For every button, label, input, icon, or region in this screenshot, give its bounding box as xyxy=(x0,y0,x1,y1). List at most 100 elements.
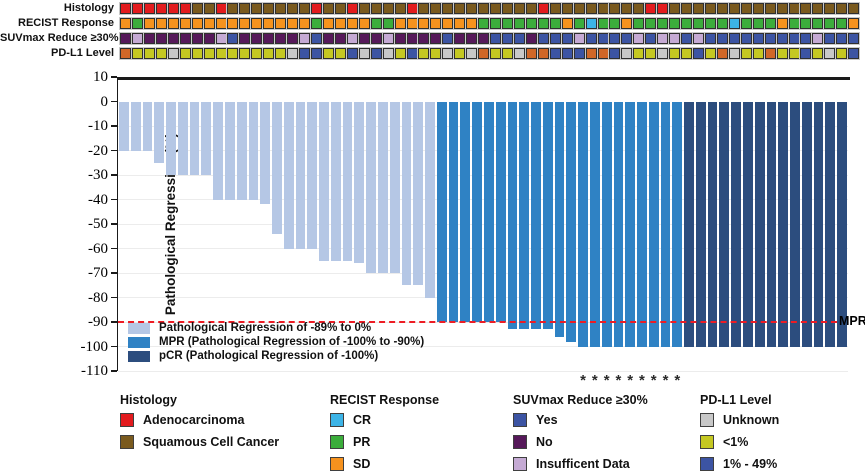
track-cell xyxy=(155,2,167,14)
track-cell xyxy=(370,47,382,59)
y-tick-label: -50 xyxy=(88,216,108,232)
track-cell xyxy=(657,47,669,59)
plot-legend-label: Pathological Regression of -89% to 0% xyxy=(159,322,372,334)
waterfall-bar xyxy=(166,101,176,175)
track-cell xyxy=(334,2,346,14)
legend-item: Yes xyxy=(513,413,648,427)
track-cell xyxy=(358,32,370,44)
track-cell xyxy=(788,32,800,44)
track-cell xyxy=(848,17,860,29)
track-cell xyxy=(466,2,478,14)
legend-title: RECIST Response xyxy=(330,393,440,407)
track-cells-histology xyxy=(120,2,860,14)
track-cell xyxy=(657,32,669,44)
significance-asterisk: * xyxy=(639,371,645,389)
track-cell xyxy=(645,2,657,14)
track-cell xyxy=(263,2,275,14)
waterfall-bar xyxy=(189,101,200,175)
track-cell xyxy=(239,47,251,59)
track-cell xyxy=(573,17,585,29)
track-cell xyxy=(502,2,513,14)
y-tick xyxy=(111,76,117,78)
track-cell xyxy=(406,47,418,59)
track-cell xyxy=(334,17,346,29)
track-cell xyxy=(585,2,597,14)
track-cell xyxy=(824,17,836,29)
track-cell xyxy=(788,17,800,29)
track-cell xyxy=(275,17,287,29)
gridline xyxy=(118,150,848,151)
track-cell xyxy=(764,32,776,44)
waterfall-bar xyxy=(719,101,730,347)
legend-swatch xyxy=(330,457,344,471)
significance-asterisk: * xyxy=(615,371,622,389)
track-cell xyxy=(478,47,490,59)
track-cell xyxy=(681,17,693,29)
mpr-threshold-label: MPR xyxy=(839,314,865,328)
track-cell xyxy=(299,17,311,29)
track-cell xyxy=(788,2,800,14)
gridline xyxy=(118,223,848,225)
track-cell xyxy=(848,2,860,14)
plot-legend-swatch xyxy=(128,322,150,334)
track-cell xyxy=(573,2,585,14)
significance-asterisk: * xyxy=(674,371,681,389)
track-cell xyxy=(358,2,370,14)
track-cell xyxy=(179,32,191,44)
track-cell xyxy=(597,17,609,29)
track-cell xyxy=(693,2,704,14)
legend-item: SD xyxy=(330,457,439,471)
plot-legend-label: MPR (Pathological Regression of -100% to… xyxy=(159,336,425,348)
y-tick xyxy=(111,100,117,103)
track-cell xyxy=(239,2,251,14)
track-cell xyxy=(776,2,788,14)
track-cells-recist-response xyxy=(120,17,860,29)
track-cell xyxy=(382,2,394,14)
track-cell xyxy=(370,17,382,29)
track-cell xyxy=(203,17,215,29)
track-cell xyxy=(382,47,394,59)
significance-asterisk: * xyxy=(662,371,669,389)
track-cell xyxy=(621,47,633,59)
track-cell xyxy=(752,17,764,29)
track-cell xyxy=(669,32,681,44)
track-cell xyxy=(418,2,430,14)
track-cell xyxy=(430,32,442,44)
track-cell xyxy=(836,32,848,44)
track-cell xyxy=(143,2,155,14)
track-cell xyxy=(370,32,382,44)
track-cell xyxy=(275,2,287,14)
waterfall-bar xyxy=(378,101,388,273)
legend-label: Adenocarcinoma xyxy=(143,413,245,427)
track-cell xyxy=(430,17,442,29)
track-cell xyxy=(549,47,561,59)
track-cell xyxy=(418,17,430,29)
track-cell xyxy=(764,17,776,29)
track-cell xyxy=(442,32,454,44)
track-cell xyxy=(669,17,681,29)
significance-asterisk: * xyxy=(603,371,610,389)
track-cell xyxy=(693,17,704,29)
waterfall-bar xyxy=(272,101,282,234)
track-label-pdl1-level: PD-L1 Level xyxy=(51,47,114,59)
track-cell xyxy=(764,2,776,14)
track-cell xyxy=(633,47,645,59)
y-tick xyxy=(111,370,117,372)
waterfall-bar xyxy=(413,101,424,286)
track-cell xyxy=(561,47,573,59)
track-cell xyxy=(525,2,537,14)
waterfall-bar xyxy=(472,101,482,322)
waterfall-bar xyxy=(801,101,812,347)
waterfall-bar xyxy=(625,101,636,347)
waterfall-bar xyxy=(531,101,541,330)
track-cell xyxy=(633,17,645,29)
track-cell xyxy=(155,47,167,59)
track-cell xyxy=(155,17,167,29)
waterfall-bar xyxy=(425,101,435,298)
track-cell xyxy=(167,17,179,29)
track-cell xyxy=(824,2,836,14)
track-cell xyxy=(346,32,358,44)
track-cell xyxy=(179,17,191,29)
y-tick xyxy=(111,223,117,225)
